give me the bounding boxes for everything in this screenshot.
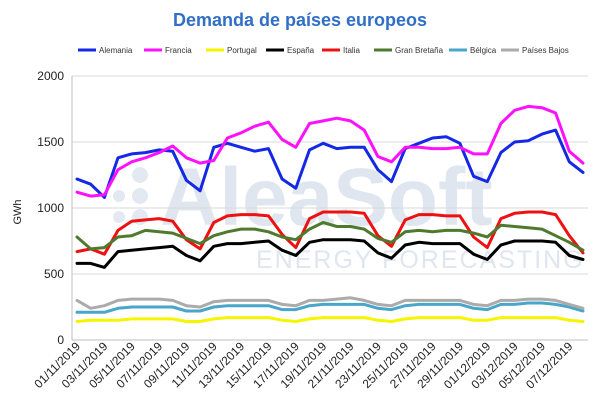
series-line-bélgica <box>75 301 585 314</box>
y-axis-label: GWh <box>12 199 24 224</box>
series-line-gran-bretaña <box>75 221 585 252</box>
legend-label: Países Bajos <box>522 46 569 55</box>
watermark-dot <box>113 190 125 202</box>
legend-label: Portugal <box>227 46 257 55</box>
series-line-españa <box>75 238 585 269</box>
legend-label: España <box>287 46 315 55</box>
watermark-dot <box>132 167 148 183</box>
watermark-dot <box>132 188 148 204</box>
watermark-dot <box>113 211 125 223</box>
watermark-text: AleaSoft <box>160 152 493 243</box>
y-axis: 0 500 1000 1500 2000 <box>37 69 73 347</box>
series-line-países-bajos <box>75 296 585 310</box>
y-tick-label: 2000 <box>37 69 64 83</box>
y-tick-label: 1000 <box>37 201 64 215</box>
x-axis: 01/11/201903/11/201905/11/201907/11/2019… <box>31 339 588 392</box>
watermark-dot <box>132 209 148 225</box>
legend-label: Gran Bretaña <box>395 46 444 55</box>
legend: Alemania Francia Portugal España Italia Gran … <box>78 46 569 55</box>
series-line-portugal <box>75 316 585 323</box>
watermark-subtext: ENERGY FORECASTING <box>256 246 585 274</box>
watermark-logo: AleaSoft ENERGY FORECASTING <box>113 152 585 274</box>
series-line-italia <box>75 210 585 256</box>
series-lines <box>75 104 585 323</box>
legend-label: Francia <box>165 46 192 55</box>
legend-label: Bélgica <box>470 46 497 55</box>
series-line-francia <box>75 104 585 198</box>
y-tick-label: 0 <box>57 333 64 347</box>
y-tick-label: 500 <box>44 267 64 281</box>
y-tick-label: 1500 <box>37 135 64 149</box>
chart-title: Demanda de países europeos <box>173 10 427 30</box>
legend-label: Alemania <box>99 46 133 55</box>
legend-label: Italia <box>343 46 360 55</box>
